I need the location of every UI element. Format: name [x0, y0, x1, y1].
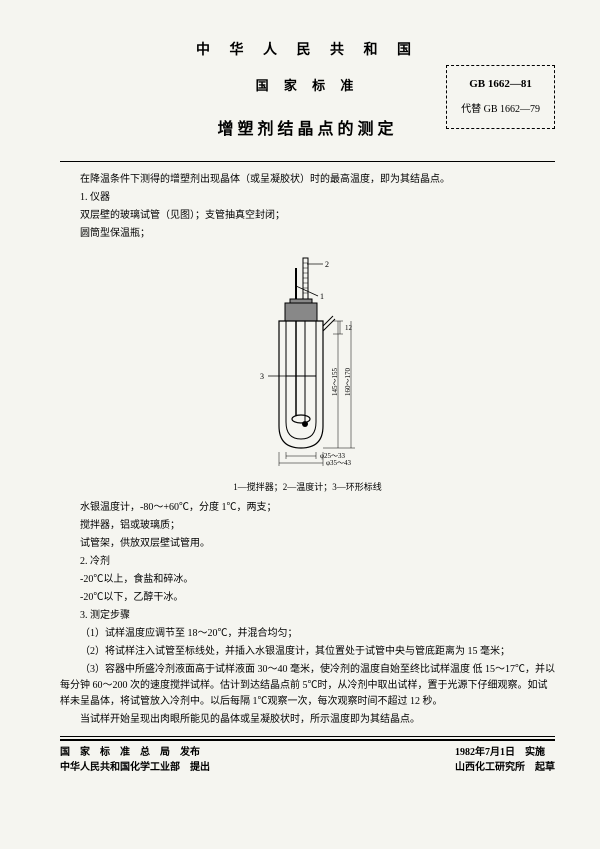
- standard-code-box: GB 1662—81 代替 GB 1662—79: [446, 65, 555, 129]
- country-name: 中 华 人 民 共 和 国: [60, 40, 555, 62]
- dim-top-gap: 12: [345, 324, 353, 332]
- section-1-heading: 1. 仪器: [60, 190, 555, 206]
- top-divider: [60, 161, 555, 162]
- apparatus-figure: 1 2 3 12 145～155 160～170 φ25～33: [60, 256, 555, 472]
- figure-svg: 1 2 3 12 145～155 160～170 φ25～33: [223, 256, 393, 466]
- footer-divider-thin: [60, 736, 555, 737]
- figure-label-3: 3: [260, 372, 264, 381]
- body-line: -20℃以上，食盐和碎冰。: [60, 572, 555, 588]
- document-page: 中 华 人 民 共 和 国 国 家 标 准 增塑剂结晶点的测定 GB 1662—…: [0, 0, 600, 795]
- body-line: 搅拌器，铝或玻璃质；: [60, 518, 555, 534]
- dim-h1: 145～155: [331, 367, 339, 395]
- figure-label-1: 1: [320, 292, 324, 301]
- dim-h2: 160～170: [344, 367, 352, 395]
- dim-d2: φ35～43: [326, 459, 352, 466]
- proposer: 中华人民共和国化学工业部 提出: [60, 760, 210, 775]
- footer-divider-thick: [60, 739, 555, 741]
- effective-date: 1982年7月1日 实施: [455, 745, 555, 760]
- body-content: 在降温条件下测得的增塑剂出现晶体（或呈凝胶状）时的最高温度，即为其结晶点。 1.…: [60, 172, 555, 242]
- footer: 国 家 标 准 总 局 发布 中华人民共和国化学工业部 提出 1982年7月1日…: [60, 745, 555, 775]
- body-line: （3）容器中所盛冷剂液面高于试样液面 30～40 毫米，使冷剂的温度自始至终比试…: [60, 662, 555, 710]
- body-line: 2. 冷剂: [60, 554, 555, 570]
- body-list: 水银温度计，-80～+60℃，分度 1℃，两支； 搅拌器，铝或玻璃质； 试管架，…: [60, 500, 555, 728]
- body-line: 当试样开始呈现出肉眼所能见的晶体或呈凝胶状时，所示温度即为其结晶点。: [60, 712, 555, 728]
- body-line: 3. 测定步骤: [60, 608, 555, 624]
- standard-code: GB 1662—81: [461, 76, 540, 94]
- intro-text: 在降温条件下测得的增塑剂出现晶体（或呈凝胶状）时的最高温度，即为其结晶点。: [60, 172, 555, 188]
- body-line: （1）试样温度应调节至 18～20℃，并混合均匀；: [60, 626, 555, 642]
- footer-left: 国 家 标 准 总 局 发布 中华人民共和国化学工业部 提出: [60, 745, 210, 775]
- figure-caption: 1—搅拌器；2—温度计；3—环形标线: [60, 480, 555, 494]
- body-line: -20℃以下，乙醇干冰。: [60, 590, 555, 606]
- issuer: 国 家 标 准 总 局 发布: [60, 745, 210, 760]
- figure-label-2: 2: [325, 260, 329, 269]
- apparatus-line-1: 双层壁的玻璃试管（见图）；支管抽真空封闭；: [60, 208, 555, 224]
- drafter: 山西化工研究所 起草: [455, 760, 555, 775]
- body-line: （2）将试样注入试管至标线处，并插入水银温度计，其位置处于试管中央与管底距离为 …: [60, 644, 555, 660]
- body-line: 水银温度计，-80～+60℃，分度 1℃，两支；: [60, 500, 555, 516]
- replaces-code: 代替 GB 1662—79: [461, 102, 540, 118]
- apparatus-line-2: 圆筒型保温瓶；: [60, 226, 555, 242]
- body-line: 试管架，供放双层壁试管用。: [60, 536, 555, 552]
- footer-right: 1982年7月1日 实施 山西化工研究所 起草: [455, 745, 555, 775]
- header: 中 华 人 民 共 和 国 国 家 标 准 增塑剂结晶点的测定 GB 1662—…: [60, 40, 555, 143]
